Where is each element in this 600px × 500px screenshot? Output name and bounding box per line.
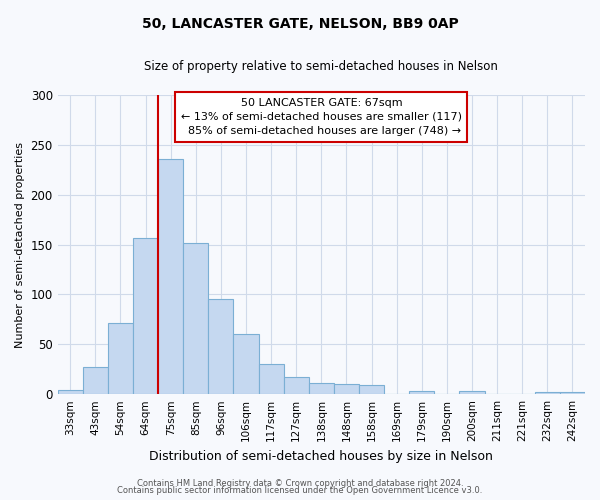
X-axis label: Distribution of semi-detached houses by size in Nelson: Distribution of semi-detached houses by … bbox=[149, 450, 493, 462]
Bar bbox=[83, 368, 108, 394]
Bar bbox=[460, 391, 485, 394]
Text: Contains HM Land Registry data © Crown copyright and database right 2024.: Contains HM Land Registry data © Crown c… bbox=[137, 478, 463, 488]
Text: 50 LANCASTER GATE: 67sqm
← 13% of semi-detached houses are smaller (117)
  85% o: 50 LANCASTER GATE: 67sqm ← 13% of semi-d… bbox=[181, 98, 462, 136]
Bar bbox=[208, 300, 233, 394]
Bar bbox=[560, 392, 585, 394]
Bar bbox=[58, 390, 83, 394]
Bar bbox=[334, 384, 359, 394]
Y-axis label: Number of semi-detached properties: Number of semi-detached properties bbox=[15, 142, 25, 348]
Bar bbox=[409, 391, 434, 394]
Title: Size of property relative to semi-detached houses in Nelson: Size of property relative to semi-detach… bbox=[145, 60, 498, 73]
Bar bbox=[133, 238, 158, 394]
Bar bbox=[158, 159, 183, 394]
Bar bbox=[359, 385, 384, 394]
Bar bbox=[183, 242, 208, 394]
Bar bbox=[284, 377, 309, 394]
Bar bbox=[535, 392, 560, 394]
Bar bbox=[108, 324, 133, 394]
Bar bbox=[309, 383, 334, 394]
Text: 50, LANCASTER GATE, NELSON, BB9 0AP: 50, LANCASTER GATE, NELSON, BB9 0AP bbox=[142, 18, 458, 32]
Text: Contains public sector information licensed under the Open Government Licence v3: Contains public sector information licen… bbox=[118, 486, 482, 495]
Bar bbox=[233, 334, 259, 394]
Bar bbox=[259, 364, 284, 394]
